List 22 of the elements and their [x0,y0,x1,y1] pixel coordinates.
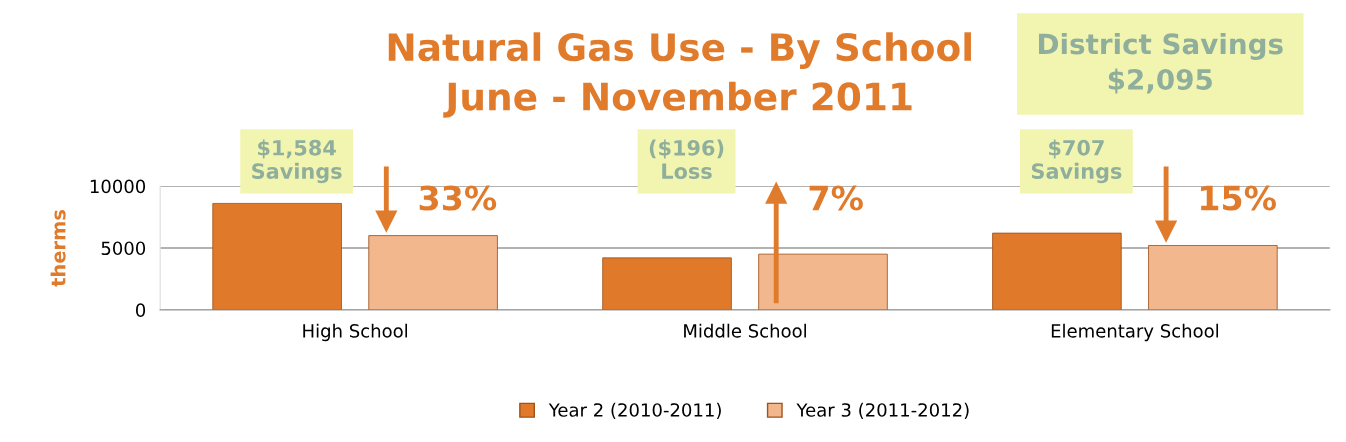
text: $1,584 Savings [252,139,342,184]
annotation: 15% [1201,185,1277,211]
x-tick-label: High School [303,323,408,342]
bar [368,235,498,310]
y-axis-title: therms [50,210,66,287]
y-tick-label: 10000 [90,179,146,194]
bar [602,257,732,310]
annotation: 33% [419,185,497,211]
x-tick-label: Middle School [684,323,806,338]
legend-label: Year 3 (2011-2012) [796,402,969,419]
bar [992,232,1122,310]
chart-title: Natural Gas Use - By School June - November 2011 [388,32,971,118]
y-tick-label: 0 [135,303,146,317]
text: ($196) Loss [649,139,724,180]
legend-label: Year 2 (2010-2011) [548,402,721,419]
x-tick-label: Elementary School [1051,323,1219,342]
bar [1148,245,1278,310]
text: $707 Savings [1031,139,1122,184]
y-tick-label: 5000 [101,241,146,256]
annotation: 7% [809,185,863,211]
bar [212,202,342,310]
text: District Savings $2,095 [1039,32,1283,94]
